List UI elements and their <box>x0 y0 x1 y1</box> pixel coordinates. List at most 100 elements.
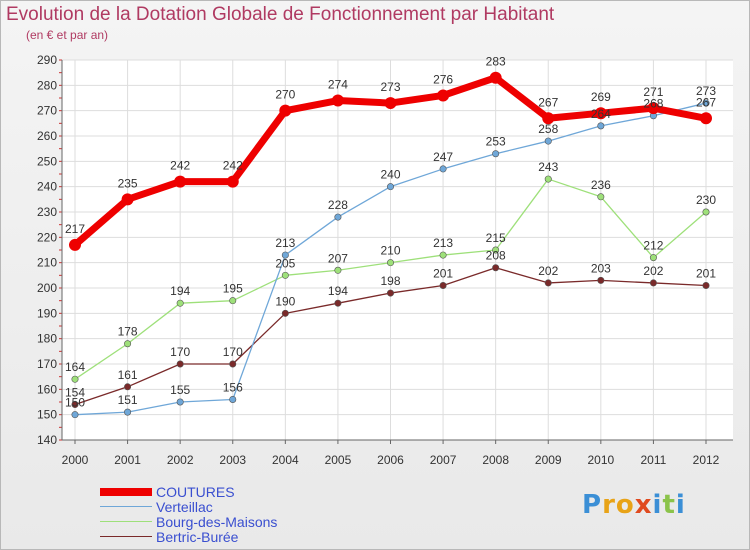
data-point <box>71 401 79 409</box>
legend-item-verteillac: Verteillac <box>100 499 277 515</box>
data-label: 210 <box>380 244 400 258</box>
data-label: 198 <box>380 274 400 288</box>
y-tick-label: 290 <box>37 53 57 67</box>
data-point <box>597 276 605 284</box>
data-point <box>439 281 447 289</box>
x-tick-label: 2007 <box>430 453 457 467</box>
data-point <box>281 251 289 259</box>
data-label: 217 <box>65 222 85 236</box>
y-tick-label: 170 <box>37 357 57 371</box>
data-label: 151 <box>118 393 138 407</box>
data-label: 269 <box>591 90 611 104</box>
data-label: 271 <box>643 85 663 99</box>
y-tick-label: 260 <box>37 129 57 143</box>
data-label: 212 <box>643 239 663 253</box>
data-label: 253 <box>486 135 506 149</box>
data-label: 150 <box>65 396 85 410</box>
legend-swatch-verteillac <box>100 506 152 507</box>
data-label: 230 <box>696 193 716 207</box>
data-point <box>702 208 710 216</box>
data-point <box>69 238 81 251</box>
data-label: 170 <box>223 345 243 359</box>
logo-letter: i <box>675 490 686 520</box>
data-point <box>226 175 239 188</box>
data-point <box>71 375 79 383</box>
y-tick-label: 210 <box>37 256 57 270</box>
plot-area <box>62 60 733 440</box>
data-point <box>594 107 607 120</box>
logo-letter: t <box>662 490 676 520</box>
data-point <box>649 279 657 287</box>
chart-legend: COUTURES Verteillac Bourg-des-Maisons Be… <box>100 483 277 545</box>
x-tick-label: 2001 <box>114 453 141 467</box>
data-point <box>544 279 552 287</box>
data-point <box>597 193 605 201</box>
data-point <box>492 150 500 158</box>
legend-item-bertric-buree: Bertric-Burée <box>100 529 277 545</box>
logo-letter: o <box>615 490 635 520</box>
y-tick-label: 150 <box>37 408 57 422</box>
data-label: 247 <box>433 150 453 164</box>
data-label: 164 <box>65 360 85 374</box>
x-tick-label: 2009 <box>535 453 562 467</box>
legend-label-coutures: COUTURES <box>156 483 235 500</box>
data-label: 170 <box>170 345 190 359</box>
data-point <box>439 251 447 259</box>
data-label: 235 <box>118 176 138 190</box>
data-point <box>174 175 187 188</box>
y-tick-label: 240 <box>37 180 57 194</box>
chart-title: Evolution de la Dotation Globale de Fonc… <box>6 4 555 25</box>
data-label: 242 <box>223 159 243 173</box>
data-point <box>649 254 657 262</box>
logo-letter: x <box>634 490 653 520</box>
data-label: 215 <box>486 231 506 245</box>
data-label: 161 <box>118 368 138 382</box>
data-label: 243 <box>538 160 558 174</box>
legend-swatch-bertric-buree <box>100 536 152 537</box>
data-label: 190 <box>275 294 295 308</box>
data-point <box>334 213 342 221</box>
x-tick-label: 2010 <box>587 453 614 467</box>
data-point <box>544 137 552 145</box>
logo-letter: r <box>602 490 616 520</box>
data-label: 274 <box>328 78 348 92</box>
y-tick-label: 220 <box>37 230 57 244</box>
data-label: 207 <box>328 251 348 265</box>
data-point <box>386 259 394 267</box>
data-label: 195 <box>223 282 243 296</box>
data-label: 202 <box>643 264 663 278</box>
x-tick-label: 2000 <box>62 453 89 467</box>
data-label: 213 <box>433 236 453 250</box>
y-tick-label: 270 <box>37 104 57 118</box>
data-point <box>124 340 132 348</box>
legend-item-bourg-des-maisons: Bourg-des-Maisons <box>100 514 277 530</box>
data-point <box>702 99 710 107</box>
y-tick-label: 280 <box>37 78 57 92</box>
data-label: 228 <box>328 198 348 212</box>
data-point <box>176 398 184 406</box>
x-tick-label: 2012 <box>693 453 720 467</box>
data-label: 242 <box>170 159 190 173</box>
data-label: 240 <box>380 168 400 182</box>
data-label: 267 <box>696 95 716 109</box>
data-point <box>121 193 134 206</box>
x-tick-label: 2008 <box>482 453 509 467</box>
data-point <box>176 299 184 307</box>
data-point <box>700 112 712 125</box>
y-tick-label: 230 <box>37 205 57 219</box>
data-label: 283 <box>486 55 506 69</box>
data-label: 213 <box>275 236 295 250</box>
logo-letter: P <box>582 490 603 520</box>
data-point <box>492 264 500 272</box>
data-point <box>229 395 237 403</box>
y-tick-label: 200 <box>37 281 57 295</box>
data-point <box>176 360 184 368</box>
data-point <box>489 71 502 84</box>
legend-swatch-coutures <box>100 487 152 496</box>
proxiti-logo: Proxiti <box>582 490 686 520</box>
x-tick-label: 2011 <box>641 453 667 467</box>
data-point <box>439 165 447 173</box>
data-label: 264 <box>591 107 611 121</box>
line-chart: 140 150 160 170 180 190 200 210 220 230 240 250 260 2… <box>37 53 733 467</box>
data-point <box>71 411 79 419</box>
